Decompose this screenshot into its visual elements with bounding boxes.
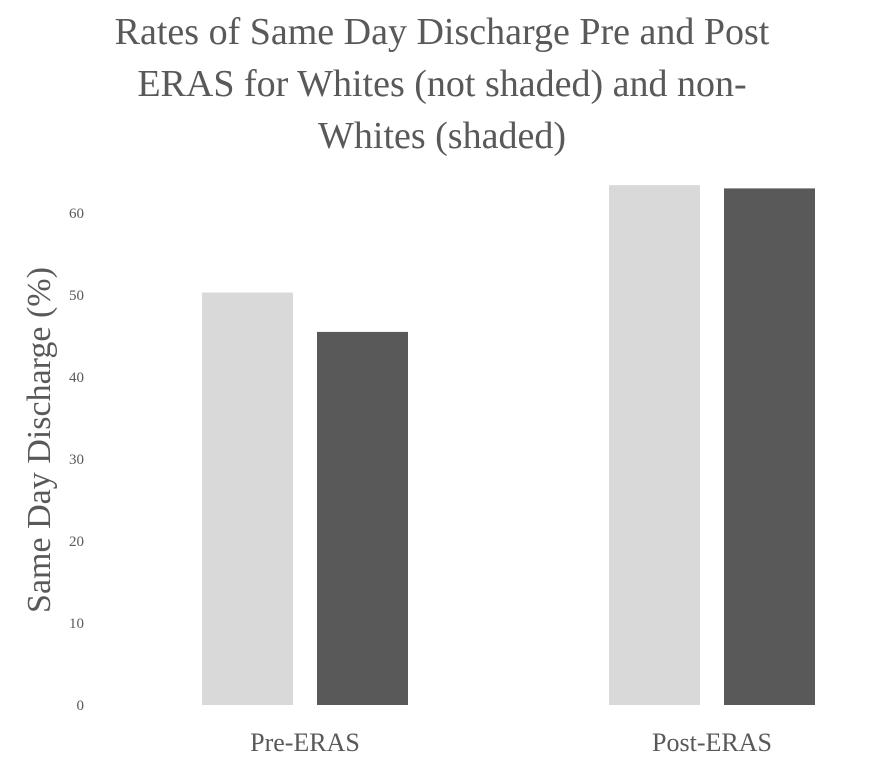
y-tick-label: 20 [69,534,84,550]
y-tick-label: 0 [77,698,85,714]
y-tick-label: 50 [69,288,84,304]
y-tick-label: 60 [69,206,84,222]
y-axis-ticks: 0 10 20 30 40 50 60 [69,206,84,714]
chart-title-line-2: ERAS for Whites (not shaded) and non- [137,63,747,105]
bar-whites-pre-eras [202,292,293,705]
y-tick-label: 30 [69,452,84,468]
y-tick-label: 10 [69,616,84,632]
chart-title-line-3: Whites (shaded) [318,115,566,157]
x-category-label: Post-ERAS [652,728,772,757]
chart-title-line-1: Rates of Same Day Discharge Pre and Post [114,11,770,53]
bar-non-whites-pre-eras [317,331,408,705]
y-axis-label: Same Day Discharge (%) [21,267,58,613]
bars [202,185,815,705]
y-tick-label: 40 [69,370,84,386]
x-axis-categories: Pre-ERAS Post-ERAS [250,728,772,757]
x-category-label: Pre-ERAS [250,728,360,757]
bar-whites-post-eras [609,185,700,705]
bar-non-whites-post-eras [724,188,815,705]
chart-title: Rates of Same Day Discharge Pre and Post… [0,6,884,162]
